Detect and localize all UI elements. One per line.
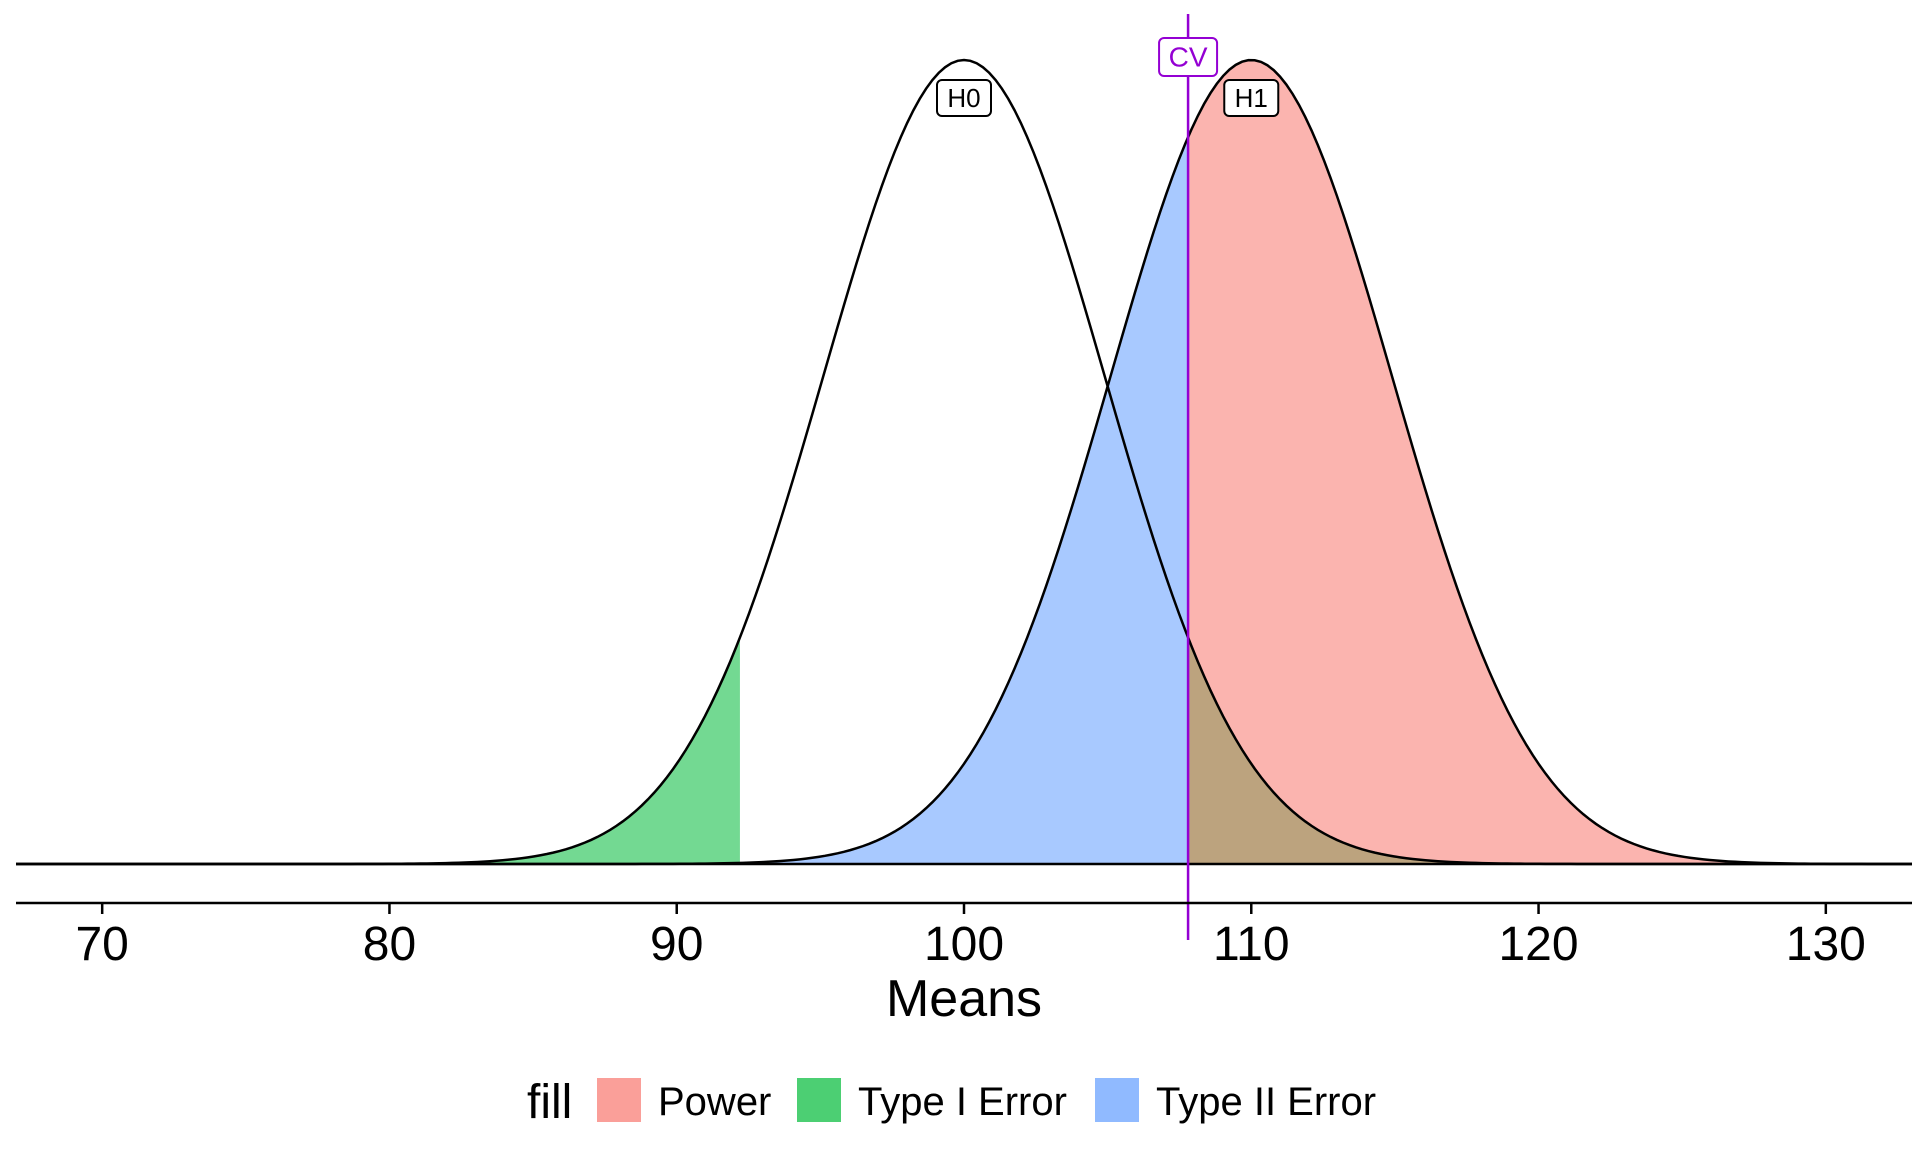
x-tick-label: 90 [650,918,703,971]
fill-regions [16,60,1912,865]
x-tick-label: 70 [75,918,128,971]
critical-value-label-box [1158,37,1219,77]
legend: fill Power Type I Error Type II Error [527,1076,1376,1129]
density-curve-h0 [16,58,1912,866]
x-axis-title: Means [886,970,1042,1028]
legend-label-power: Power [658,1080,771,1124]
curve-labels: H0 H1 [936,79,1280,117]
density-curve-h1 [16,58,1913,866]
density-curves [16,58,1913,866]
legend-swatch-type-i-error [797,1078,841,1122]
x-axis: 70 80 90 100 110 120 130 [16,901,1912,971]
fill-region-power-3 [1188,60,1912,865]
x-tick-label: 130 [1786,918,1866,971]
x-tick-label: 110 [1213,918,1290,971]
critical-value-label: CV [1169,42,1208,73]
fill-region-type-i-error-0 [16,637,740,864]
legend-label-type-ii-error: Type II Error [1156,1080,1376,1124]
legend-label-type-i-error: Type I Error [858,1080,1067,1124]
x-tick-label: 80 [363,918,416,971]
legend-swatch-type-ii-error [1095,1078,1139,1122]
curve-label-box-h1 [1223,79,1280,117]
legend-swatch-power [597,1078,641,1122]
curve-label-box-h0 [936,79,992,117]
fill-region-type-ii-error-2 [16,137,1189,865]
curve-label-h1: H1 [1235,83,1268,113]
x-axis-ticks: 70 80 90 100 110 120 130 [75,903,1866,971]
curve-label-h0: H0 [947,83,980,113]
x-tick-label: 120 [1498,918,1578,971]
x-tick-label: 100 [924,918,1004,971]
legend-items: Power Type I Error Type II Error [597,1078,1376,1124]
critical-value-marker: CV [1158,14,1219,940]
legend-title: fill [527,1076,572,1129]
